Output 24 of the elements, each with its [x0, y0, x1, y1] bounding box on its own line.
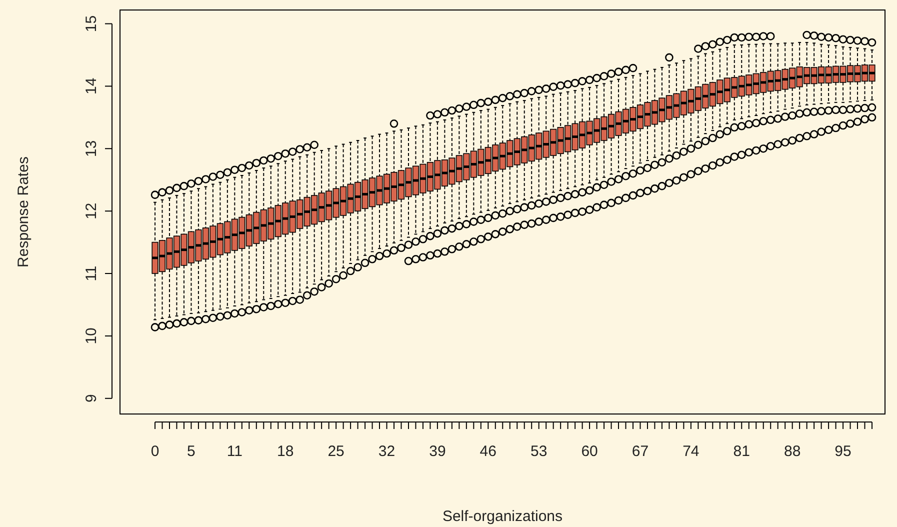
- x-axis-title: Self-organizations: [442, 508, 563, 525]
- x-tick-label: 25: [328, 443, 344, 460]
- x-tick-label: 5: [187, 443, 196, 460]
- y-tick-label: 15: [83, 15, 100, 32]
- x-tick-label: 88: [784, 443, 801, 460]
- x-tick-label: 67: [632, 443, 649, 460]
- x-tick-label: 0: [150, 443, 160, 460]
- x-tick-label: 81: [733, 443, 750, 460]
- x-tick-label: 18: [277, 443, 294, 460]
- y-axis-title: Response Rates: [15, 156, 32, 268]
- y-tick-label: 10: [83, 328, 100, 344]
- x-tick-label: 60: [581, 443, 598, 460]
- x-tick-label: 74: [682, 443, 700, 460]
- y-tick-label: 13: [83, 140, 100, 157]
- x-tick-label: 39: [429, 443, 446, 460]
- x-tick-label: 53: [530, 443, 548, 460]
- y-tick-label: 9: [83, 394, 100, 403]
- x-tick-label: 95: [834, 443, 852, 460]
- y-tick-label: 12: [83, 202, 100, 220]
- x-tick-label: 32: [378, 443, 396, 460]
- y-tick-label: 14: [83, 78, 100, 95]
- y-tick-label: 11: [83, 266, 100, 282]
- x-tick-label: 46: [480, 443, 496, 460]
- x-tick-label: 11: [226, 443, 242, 460]
